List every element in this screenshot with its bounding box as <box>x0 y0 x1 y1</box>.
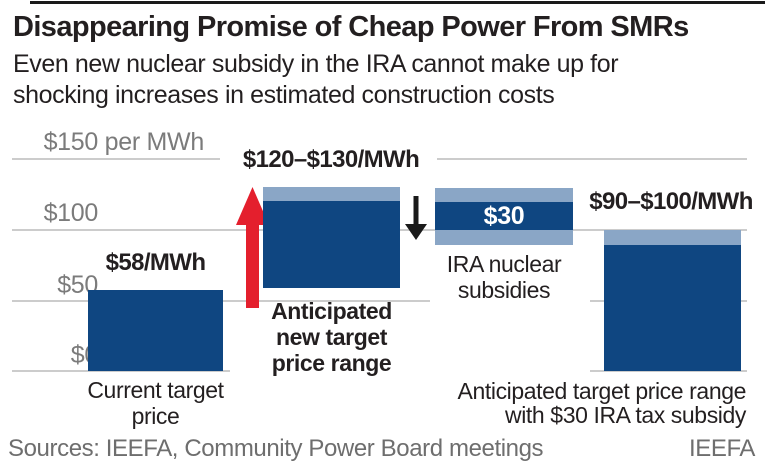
gridline-0-right <box>590 370 747 372</box>
bar-net-category-label: Anticipated target price range with $30 … <box>430 378 747 428</box>
bar-current-label-line-1: Current target <box>87 377 224 403</box>
y-tick-0: $0 <box>18 341 99 370</box>
y-tick-150-value: $150 <box>43 128 99 156</box>
bar-anticipated-category-label: Anticipated new target price range <box>253 298 410 376</box>
bar-anticipated-label-line-1: Anticipated <box>271 298 392 324</box>
bar-net-label-line-2: with $30 IRA tax subsidy <box>505 402 746 428</box>
ira-subsidy-band-core: $30 <box>435 202 573 230</box>
bar-net-range-top-band <box>604 230 741 245</box>
bar-anticipated-new-target <box>263 187 400 288</box>
subtitle-line-2: shocking increases in estimated construc… <box>13 81 555 109</box>
y-tick-100-value: $100 <box>43 199 99 227</box>
bar-net-body <box>604 245 741 371</box>
subtitle-line-1: Even new nuclear subsidy in the IRA cann… <box>13 50 619 78</box>
bar-anticipated-label-line-2: new target <box>275 324 388 350</box>
y-tick-0-value: $0 <box>70 341 99 369</box>
bar-anticipated-label-line-3: price range <box>271 350 392 376</box>
bar-anticipated-body <box>263 201 400 288</box>
bar-current-label-line-2: price <box>131 403 180 429</box>
gridline-150-right <box>437 158 747 160</box>
sources-text: Sources: IEEFA, Community Power Board me… <box>8 435 544 462</box>
ira-subsidy-band-top <box>435 188 573 202</box>
bar-current-target-price <box>88 290 223 371</box>
page-title: Disappearing Promise of Cheap Power From… <box>13 11 689 43</box>
cost-increase-arrow-icon <box>236 187 269 308</box>
y-tick-100: $100 <box>18 199 99 228</box>
bar-anticipated-value-label: $120–$130/MWh <box>231 146 431 174</box>
y-tick-50-value: $50 <box>57 271 98 299</box>
ira-subsidy-label-line-2: subsidies <box>457 277 551 303</box>
chart-subtitle: Even new nuclear subsidy in the IRA cann… <box>13 49 619 111</box>
bar-net-target-price <box>604 230 741 371</box>
ira-subsidy-band: $30 <box>435 188 573 245</box>
bar-current-value-label: $58/MWh <box>105 249 206 276</box>
y-tick-50: $50 <box>18 271 98 300</box>
bar-anticipated-range-top-band <box>263 187 400 201</box>
y-tick-150: $150 per MWh <box>18 128 205 157</box>
ira-subsidy-label-line-1: IRA nuclear <box>446 251 562 277</box>
ira-subsidy-category-label: IRA nuclear subsidies <box>435 251 573 303</box>
bar-net-label-line-1: Anticipated target price range <box>457 378 747 404</box>
ira-subsidy-band-bottom <box>435 230 573 245</box>
gridline-150-left <box>12 158 220 160</box>
y-axis-unit-label: per MWh <box>98 128 205 156</box>
gridline-0-left <box>12 370 230 372</box>
subsidy-decrease-arrow-icon <box>405 196 427 240</box>
credit-text: IEEFA <box>688 435 755 462</box>
bar-current-category-label: Current target price <box>53 377 258 429</box>
top-rule-divider <box>30 1 765 4</box>
bar-net-value-label: $90–$100/MWh <box>589 188 753 215</box>
